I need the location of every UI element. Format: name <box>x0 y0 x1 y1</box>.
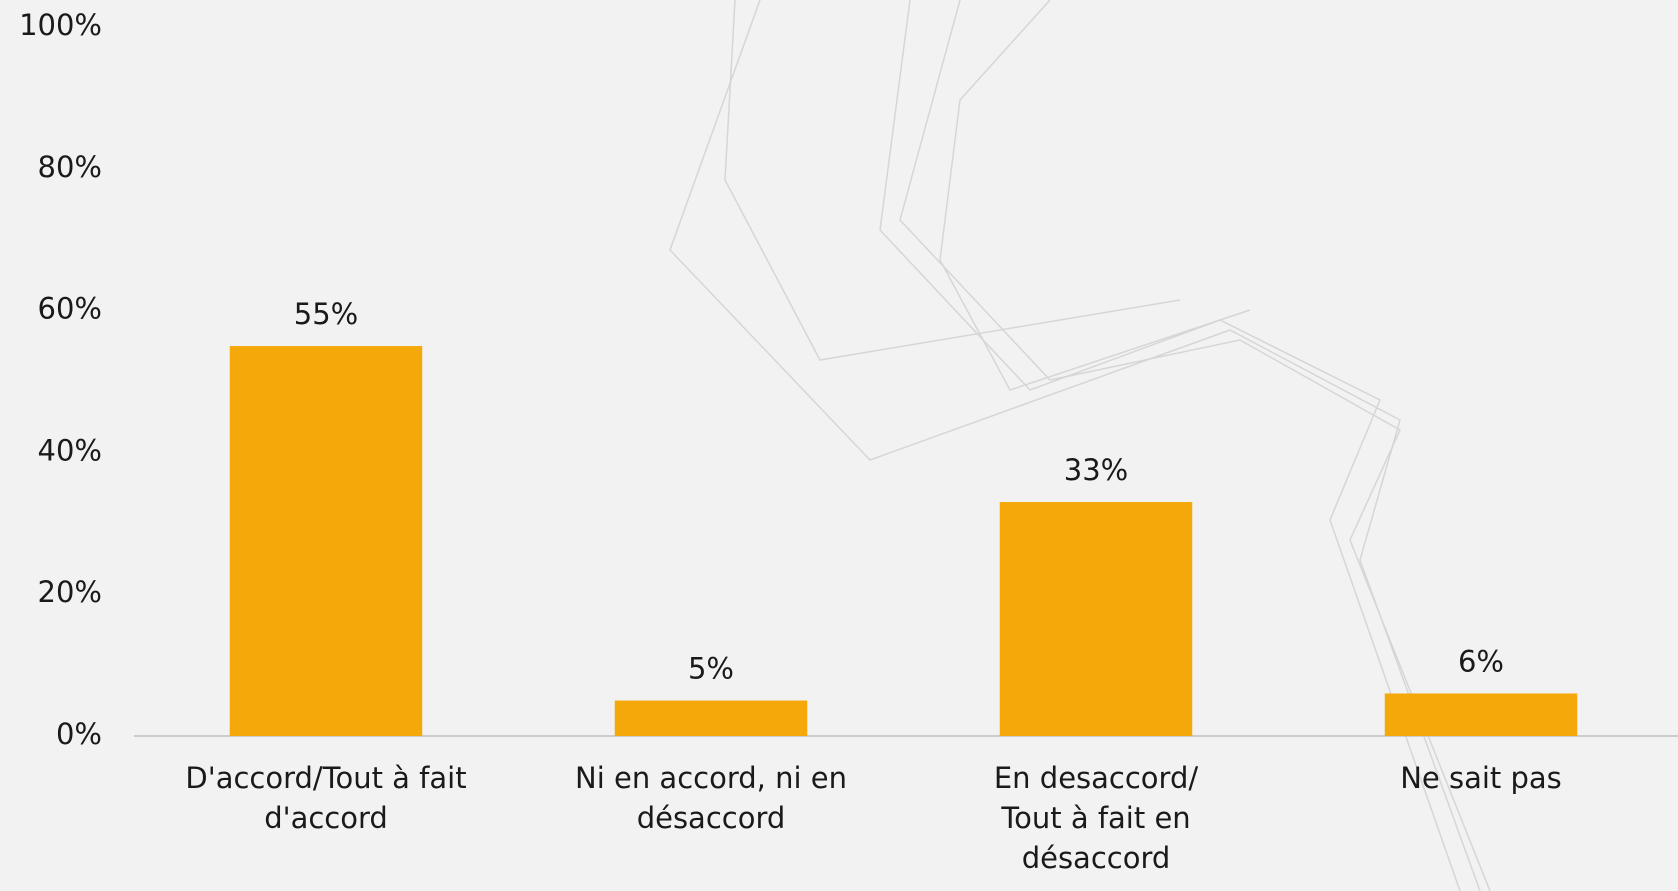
x-tick-label: Ne sait pas <box>1400 761 1562 795</box>
y-tick-label: 60% <box>38 292 102 326</box>
data-label: 6% <box>1458 644 1504 678</box>
x-tick-label: D'accord/Tout à fait d'accord <box>185 761 467 835</box>
x-tick-label: Ni en accord, ni en désaccord <box>575 761 847 835</box>
y-tick-label: 0% <box>56 717 102 751</box>
data-label: 33% <box>1064 453 1128 487</box>
y-tick-label: 40% <box>38 433 102 467</box>
data-label: 5% <box>688 652 734 686</box>
y-tick-label: 20% <box>38 575 102 609</box>
data-label: 55% <box>294 297 358 331</box>
background-decoration <box>669 0 1491 891</box>
bar <box>999 502 1193 736</box>
y-tick-label: 80% <box>38 150 102 184</box>
bar <box>229 346 423 736</box>
y-tick-label: 100% <box>19 8 102 42</box>
bar <box>1384 693 1578 736</box>
x-tick-label: En desaccord/ Tout à fait en désaccord <box>993 761 1199 875</box>
bar <box>614 700 808 736</box>
